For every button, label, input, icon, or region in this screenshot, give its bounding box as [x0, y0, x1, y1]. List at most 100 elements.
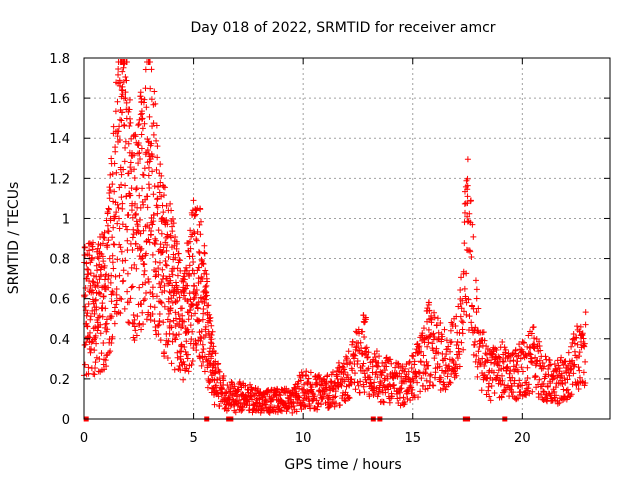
data-point [248, 392, 255, 399]
data-point [565, 349, 572, 356]
data-point [460, 346, 467, 353]
data-point [361, 370, 368, 377]
data-point [342, 389, 349, 396]
data-point [542, 353, 549, 360]
data-point [87, 270, 94, 277]
data-point [133, 265, 140, 272]
data-point [198, 362, 205, 369]
data-point [175, 311, 182, 318]
data-point [184, 351, 191, 358]
data-point [481, 371, 488, 378]
data-point [123, 77, 130, 84]
data-point [132, 200, 139, 207]
data-point [152, 327, 159, 334]
data-point [108, 313, 115, 320]
data-point [365, 349, 372, 356]
data-point [332, 400, 339, 407]
data-point [413, 373, 420, 380]
data-point [126, 106, 133, 113]
data-point [141, 267, 148, 274]
data-point [130, 311, 137, 318]
data-point [116, 272, 123, 279]
data-point [271, 404, 278, 411]
data-point [517, 355, 524, 362]
data-point [172, 279, 179, 286]
data-point [355, 382, 362, 389]
data-point [436, 363, 443, 370]
data-point [164, 341, 171, 348]
data-point [447, 348, 454, 355]
data-point [127, 159, 134, 166]
data-point [301, 381, 308, 388]
data-point [111, 160, 118, 167]
data-point [443, 337, 450, 344]
data-point [141, 96, 148, 103]
data-point [158, 172, 165, 179]
data-point [155, 271, 162, 278]
data-point [114, 201, 121, 208]
data-point [304, 379, 311, 386]
data-point [390, 382, 397, 389]
data-point [111, 188, 118, 195]
data-point [303, 368, 310, 375]
data-point [149, 284, 156, 291]
data-point [415, 394, 422, 401]
data-point [541, 363, 548, 370]
data-point [165, 338, 172, 345]
data-point [212, 350, 219, 357]
data-point [577, 323, 584, 330]
data-point [191, 283, 198, 290]
data-point [155, 265, 162, 272]
data-point [530, 324, 537, 331]
data-point [200, 305, 207, 312]
data-point [191, 270, 198, 277]
data-point [132, 186, 139, 193]
data-point [484, 357, 491, 364]
data-point [473, 309, 480, 316]
data-point [458, 339, 465, 346]
data-point [92, 284, 99, 291]
data-point [152, 241, 159, 248]
data-point [361, 333, 368, 340]
data-point [381, 367, 388, 374]
data-point [117, 310, 124, 317]
y-axis-label: SRMTID / TECUs [6, 182, 22, 295]
data-point [574, 341, 581, 348]
data-point [197, 337, 204, 344]
data-point [466, 210, 473, 217]
data-point [207, 355, 214, 362]
data-point [564, 376, 571, 383]
data-point [411, 358, 418, 365]
data-point [157, 284, 164, 291]
x-tick-label: 5 [189, 431, 197, 446]
data-point [150, 218, 157, 225]
data-point [148, 66, 155, 73]
data-point [82, 303, 89, 310]
data-point [501, 344, 508, 351]
plot-frame [83, 57, 611, 420]
data-point [160, 244, 167, 251]
data-point [148, 96, 155, 103]
data-point [137, 247, 144, 254]
data-point [332, 393, 339, 400]
data-point [547, 392, 554, 399]
data-point [105, 276, 112, 283]
data-point [237, 381, 244, 388]
data-point [149, 221, 156, 228]
data-point [129, 234, 136, 241]
data-point [131, 323, 138, 330]
data-point [108, 155, 115, 162]
data-point [473, 352, 480, 359]
data-point [545, 371, 552, 378]
data-point [84, 323, 91, 330]
data-point [136, 192, 143, 199]
data-point [384, 372, 391, 379]
data-point [437, 374, 444, 381]
data-point [105, 228, 112, 235]
data-point [163, 216, 170, 223]
data-point [314, 403, 321, 410]
data-point [183, 365, 190, 372]
data-point [344, 355, 351, 362]
data-point [532, 373, 539, 380]
data-point [394, 360, 401, 367]
